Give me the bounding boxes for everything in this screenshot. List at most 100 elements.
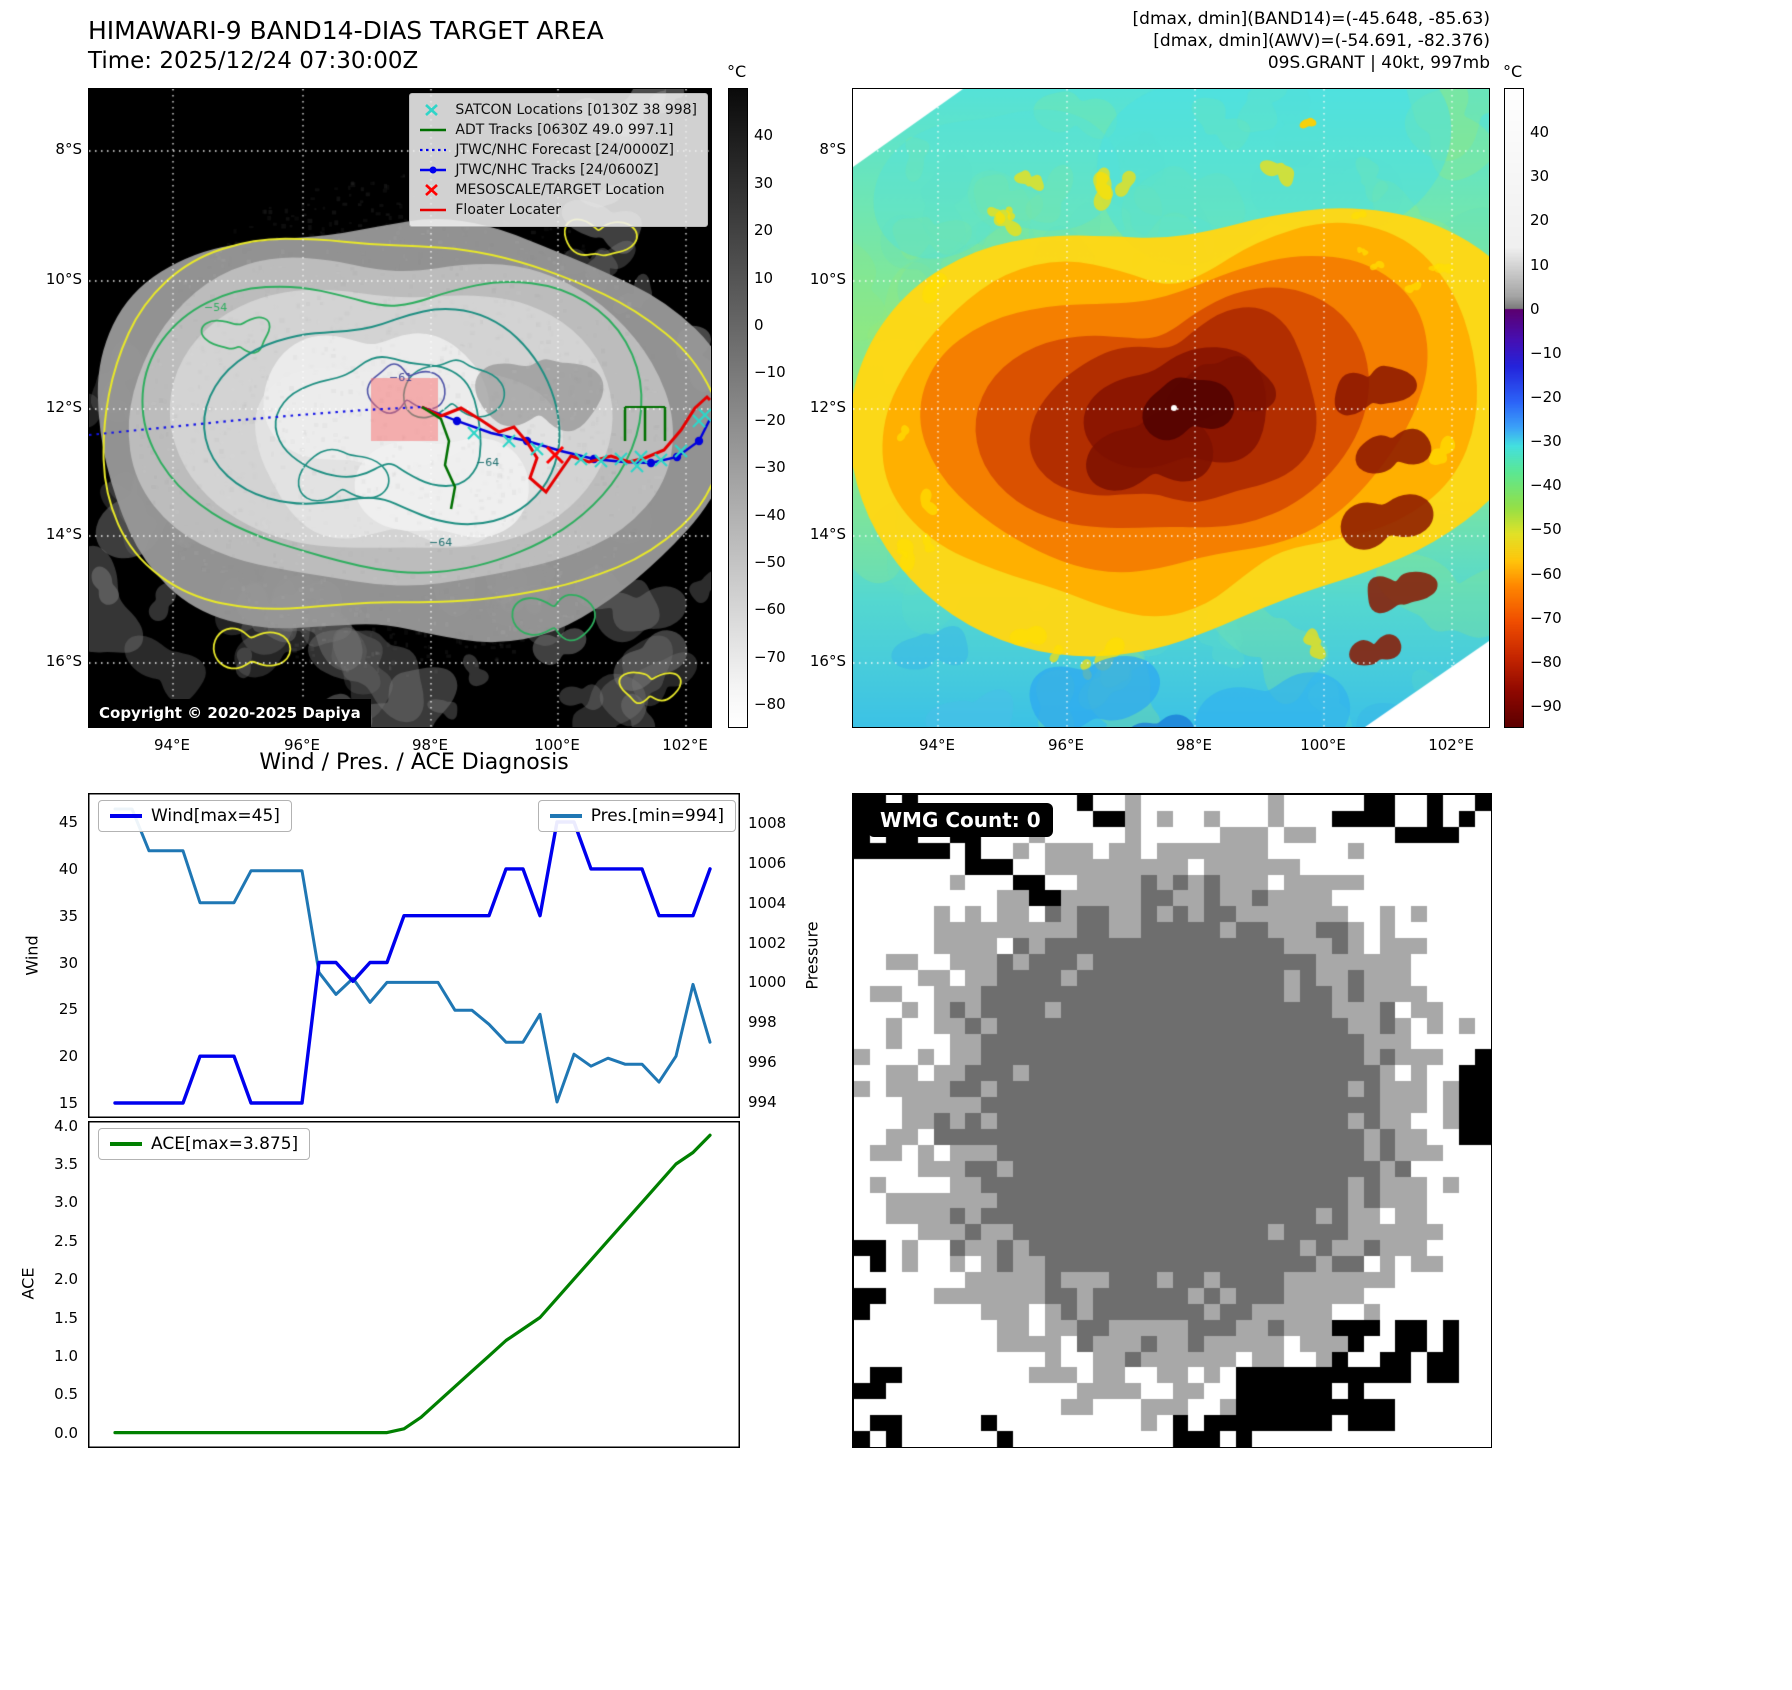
ace-tick: 2.0 <box>54 1270 78 1289</box>
colorbar-tick: −20 <box>1530 387 1562 406</box>
colorbar-tick: 0 <box>1530 299 1540 318</box>
colorbar-tick: 30 <box>1530 167 1550 186</box>
ace-tick: 1.5 <box>54 1308 78 1327</box>
copyright-label: Copyright © 2020-2025 Dapiya <box>89 699 371 727</box>
colorbar-tick: −30 <box>1530 432 1562 451</box>
legend-item-mesoscale: MESOSCALE/TARGET Location <box>418 180 697 200</box>
diagnosis-title: Wind / Pres. / ACE Diagnosis <box>259 750 569 775</box>
adt-marker-icon <box>420 128 447 132</box>
awv-header-line1: [dmax, dmin](BAND14)=(-45.648, -85.63) <box>1132 9 1490 29</box>
lon-tick: 100°E <box>534 736 580 754</box>
awv-header: [dmax, dmin](BAND14)=(-45.648, -85.63) [… <box>1133 8 1490 74</box>
colorbar-tick: −70 <box>1530 608 1562 627</box>
pressure-tick: 1000 <box>748 973 787 992</box>
colorbar-tick: 20 <box>754 221 774 240</box>
colorbar-tick: −90 <box>1530 696 1562 715</box>
lat-tick: 10°S <box>809 270 846 288</box>
ace-line-sample-icon <box>110 1142 142 1146</box>
lon-tick: 98°E <box>411 736 449 754</box>
lon-tick: 98°E <box>1175 736 1213 754</box>
lat-tick: 14°S <box>809 525 846 543</box>
wind-legend-label: Wind[max=45] <box>151 806 280 826</box>
wind-tick: 40 <box>58 859 78 878</box>
colorbar-tick: −30 <box>754 458 786 477</box>
colorbar-tick: 0 <box>754 316 764 335</box>
wmg-map-panel: WMG Count: 0 <box>852 793 1492 1448</box>
legend-label: MESOSCALE/TARGET Location <box>455 182 665 198</box>
wind-tick: 45 <box>58 813 78 832</box>
band14-legend: SATCON Locations [0130Z 38 998] ADT Track… <box>409 93 708 227</box>
colorbar-tick: −80 <box>1530 652 1562 671</box>
awv-map-panel <box>852 88 1490 728</box>
colorbar-tick: −50 <box>1530 520 1562 539</box>
lat-tick: 8°S <box>819 140 846 158</box>
band14-title: HIMAWARI-9 BAND14-DIAS TARGET AREA <box>88 16 604 45</box>
awv-header-line3: 09S.GRANT | 40kt, 997mb <box>1267 53 1490 73</box>
pressure-tick: 1008 <box>748 813 787 832</box>
ace-tick: 3.5 <box>54 1154 78 1173</box>
wind-line-sample-icon <box>110 814 142 818</box>
legend-item-tracks: JTWC/NHC Tracks [24/0600Z] <box>418 160 697 180</box>
wind-pressure-chart <box>88 793 740 1118</box>
awv-colorbar-unit: °C <box>1503 62 1523 81</box>
legend-item-forecast: JTWC/NHC Forecast [24/0000Z] <box>418 140 697 160</box>
legend-item-floater: Floater Locater <box>418 200 697 220</box>
colorbar-tick: −10 <box>1530 343 1562 362</box>
band14-colorbar-unit: °C <box>727 62 747 81</box>
colorbar-tick: 30 <box>754 173 774 192</box>
legend-label: JTWC/NHC Tracks [24/0600Z] <box>455 162 659 178</box>
lon-tick: 102°E <box>662 736 708 754</box>
floater-marker-icon <box>420 208 447 212</box>
wind-tick: 20 <box>58 1047 78 1066</box>
legend-label: Floater Locater <box>455 202 562 218</box>
lon-tick: 96°E <box>1047 736 1085 754</box>
ace-tick: 1.0 <box>54 1346 78 1365</box>
lon-tick: 94°E <box>153 736 191 754</box>
wind-tick: 35 <box>58 906 78 925</box>
mesoscale-marker-icon <box>425 184 439 196</box>
pressure-axis-label: Pressure <box>802 921 822 990</box>
lat-tick: 16°S <box>809 652 846 670</box>
lat-tick: 12°S <box>809 398 846 416</box>
colorbar-tick: −40 <box>754 505 786 524</box>
wind-tick: 15 <box>58 1094 78 1112</box>
ace-tick: 3.0 <box>54 1193 78 1212</box>
colorbar-tick: −20 <box>754 410 786 429</box>
ace-legend: ACE[max=3.875] <box>98 1128 311 1160</box>
legend-item-satcon: SATCON Locations [0130Z 38 998] <box>418 100 697 120</box>
band14-colorbar <box>728 88 748 728</box>
lon-tick: 100°E <box>1300 736 1346 754</box>
colorbar-tick: 10 <box>754 268 774 287</box>
colorbar-tick: −70 <box>754 647 786 666</box>
wmg-count-label: WMG Count: 0 <box>868 803 1053 837</box>
wind-legend: Wind[max=45] <box>98 800 292 832</box>
colorbar-tick: −60 <box>1530 564 1562 583</box>
wind-tick: 30 <box>58 953 78 972</box>
colorbar-tick: −40 <box>1530 476 1562 495</box>
pressure-line-sample-icon <box>549 814 582 818</box>
lon-tick: 102°E <box>1428 736 1474 754</box>
pressure-legend: Pres.[min=994] <box>537 800 736 832</box>
band14-map-panel: SATCON Locations [0130Z 38 998] ADT Track… <box>88 88 712 728</box>
colorbar-tick: 40 <box>754 126 774 145</box>
wind-tick: 25 <box>58 1000 78 1019</box>
ace-tick: 2.5 <box>54 1231 78 1250</box>
band14-time: Time: 2025/12/24 07:30:00Z <box>88 48 419 74</box>
legend-item-adt: ADT Tracks [0630Z 49.0 997.1] <box>418 120 697 140</box>
lon-tick: 96°E <box>283 736 321 754</box>
colorbar-tick: −80 <box>754 695 786 714</box>
pressure-tick: 1002 <box>748 933 787 952</box>
wmg-grid-image <box>854 795 1491 1447</box>
awv-colorbar <box>1504 88 1524 728</box>
pressure-tick: 994 <box>748 1093 777 1112</box>
colorbar-tick: 20 <box>1530 211 1550 230</box>
tracks-marker-icon <box>420 166 447 174</box>
ace-legend-label: ACE[max=3.875] <box>151 1134 299 1154</box>
awv-satellite-image <box>853 89 1489 727</box>
awv-colorbar-gradient <box>1505 89 1523 727</box>
pressure-legend-label: Pres.[min=994] <box>590 806 724 826</box>
pressure-tick: 1004 <box>748 893 787 912</box>
colorbar-tick: −10 <box>754 363 786 382</box>
ace-chart <box>88 1121 740 1448</box>
colorbar-tick: 10 <box>1530 255 1550 274</box>
